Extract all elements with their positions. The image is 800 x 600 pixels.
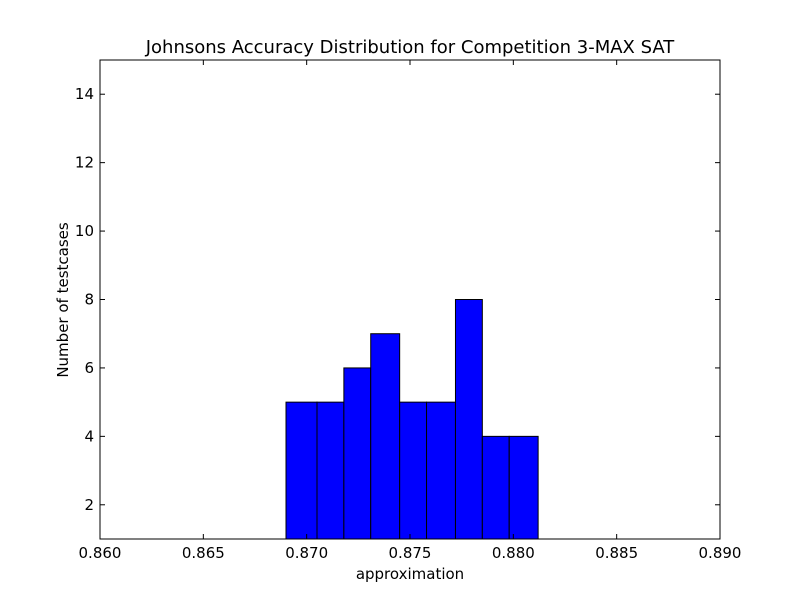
x-ticks-group: 0.860 0.865 0.870 0.875 0.880 0.885 0.890 — [79, 60, 742, 562]
histogram-bar — [316, 401, 345, 540]
y-axis-label: Number of testcases — [54, 222, 72, 378]
y-tick-label: 2 — [84, 496, 94, 514]
x-tick-label: 0.870 — [285, 544, 328, 562]
histogram-bar — [481, 435, 510, 540]
y-tick-label: 6 — [84, 359, 94, 377]
histogram-bar — [285, 401, 318, 540]
histogram-bar — [426, 401, 456, 540]
x-tick-label: 0.890 — [699, 544, 742, 562]
y-ticks-group: 2 4 6 8 10 12 14 — [75, 85, 720, 514]
x-axis-label: approximation — [356, 565, 464, 583]
histogram-bar — [343, 367, 372, 540]
y-tick-label: 12 — [75, 154, 94, 172]
histogram-bar — [508, 435, 539, 540]
x-tick-label: 0.865 — [182, 544, 225, 562]
y-tick-label: 14 — [75, 85, 94, 103]
histogram-bar — [454, 299, 483, 540]
x-tick-label: 0.880 — [492, 544, 535, 562]
x-tick-label: 0.860 — [79, 544, 122, 562]
chart-title: Johnsons Accuracy Distribution for Compe… — [145, 37, 676, 58]
bars-group — [285, 299, 539, 540]
y-tick-label: 10 — [75, 222, 94, 240]
y-tick-label: 4 — [84, 427, 94, 445]
y-tick-label: 8 — [84, 291, 94, 309]
x-tick-label: 0.885 — [595, 544, 638, 562]
x-tick-label: 0.875 — [389, 544, 432, 562]
histogram-bar — [370, 333, 401, 540]
histogram-bar — [399, 401, 428, 540]
